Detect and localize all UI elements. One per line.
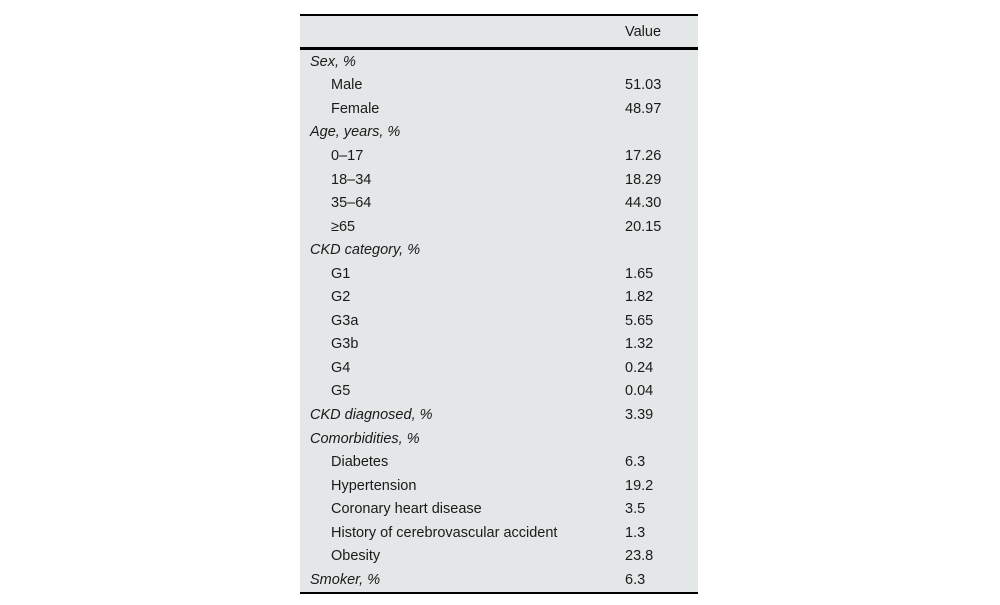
table-row: History of cerebrovascular accident 1.3 (300, 521, 698, 545)
row-label: G1 (331, 265, 351, 282)
row-label: Female (331, 100, 380, 117)
row-label: Obesity (331, 548, 381, 565)
row-value: 17.26 (625, 147, 662, 164)
row-value: 5.65 (625, 312, 654, 329)
row-label: History of cerebrovascular accident (331, 524, 558, 541)
row-label: Smoker, % (310, 571, 381, 588)
row-label: Comorbidities, % (310, 430, 420, 447)
row-label: 18–34 (331, 171, 372, 188)
row-value: 1.82 (625, 289, 654, 306)
row-value: 18.29 (625, 171, 662, 188)
row-value: 0.04 (625, 383, 654, 400)
table-row: CKD diagnosed, % 3.39 (300, 403, 698, 427)
table-row: ≥65 20.15 (300, 215, 698, 239)
row-label: G3a (331, 312, 359, 329)
table-row: G5 0.04 (300, 380, 698, 404)
row-value: 1.32 (625, 336, 654, 353)
table-body: Sex, % Male 51.03 Female 48.97 Age, year… (300, 50, 698, 592)
row-value: 6.3 (625, 454, 646, 471)
row-label: G4 (331, 359, 351, 376)
table-row: G1 1.65 (300, 262, 698, 286)
row-label: G3b (331, 336, 359, 353)
row-value: 51.03 (625, 77, 662, 94)
table-row: CKD category, % (300, 238, 698, 262)
row-value: 48.97 (625, 100, 662, 117)
table-row: G2 1.82 (300, 285, 698, 309)
row-label: Hypertension (331, 477, 417, 494)
table-row: Smoker, % 6.3 (300, 568, 698, 592)
row-value: 19.2 (625, 477, 654, 494)
table-row: Diabetes 6.3 (300, 450, 698, 474)
table-row: 18–34 18.29 (300, 168, 698, 192)
row-label: Sex, % (310, 53, 356, 70)
baseline-characteristics-table: Value Sex, % Male 51.03 Female 48.97 Age… (300, 14, 698, 594)
row-label: CKD category, % (310, 242, 421, 259)
row-label: Coronary heart disease (331, 501, 482, 518)
table-row: Female 48.97 (300, 97, 698, 121)
row-value: 1.3 (625, 524, 646, 541)
row-label: G5 (331, 383, 351, 400)
row-label: 0–17 (331, 147, 364, 164)
row-label: Male (331, 77, 363, 94)
table-row: G3a 5.65 (300, 309, 698, 333)
table-row: Comorbidities, % (300, 427, 698, 451)
row-value: 3.5 (625, 501, 646, 518)
row-label: 35–64 (331, 195, 372, 212)
row-value: 20.15 (625, 218, 662, 235)
table-row: Male 51.03 (300, 74, 698, 98)
value-column-header: Value (625, 23, 662, 40)
row-value: 3.39 (625, 406, 654, 423)
row-label: G2 (331, 289, 351, 306)
row-value: 23.8 (625, 548, 654, 565)
row-value: 6.3 (625, 571, 646, 588)
table-row: G3b 1.32 (300, 333, 698, 357)
table-row: 35–64 44.30 (300, 191, 698, 215)
row-value: 44.30 (625, 195, 662, 212)
table-row: Hypertension 19.2 (300, 474, 698, 498)
table-row: G4 0.24 (300, 356, 698, 380)
row-label: CKD diagnosed, % (310, 406, 433, 423)
table-header-row: Value (300, 16, 698, 50)
table-row: Coronary heart disease 3.5 (300, 497, 698, 521)
table-row: 0–17 17.26 (300, 144, 698, 168)
table-row: Obesity 23.8 (300, 544, 698, 568)
row-label: Diabetes (331, 454, 389, 471)
table-row: Age, years, % (300, 121, 698, 145)
row-value: 1.65 (625, 265, 654, 282)
table-row: Sex, % (300, 50, 698, 74)
row-label: Age, years, % (310, 124, 401, 141)
row-value: 0.24 (625, 359, 654, 376)
row-label: ≥65 (331, 218, 356, 235)
